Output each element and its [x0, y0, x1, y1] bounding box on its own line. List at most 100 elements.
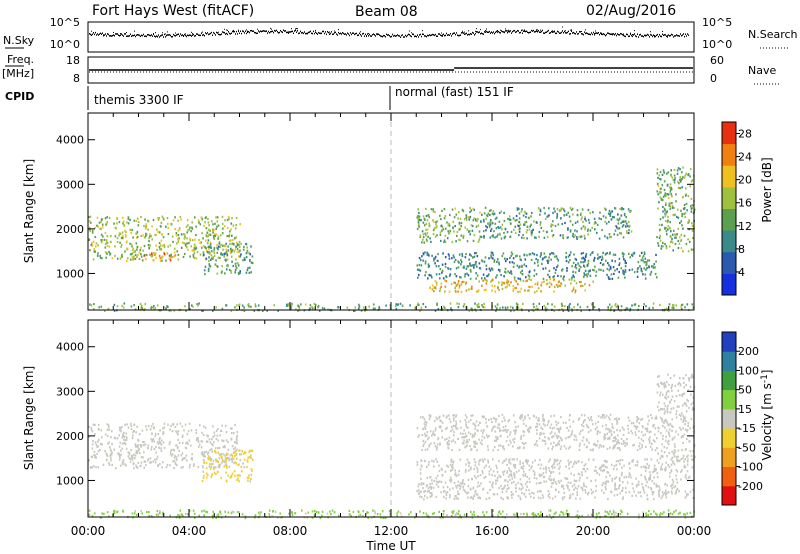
noise-sample [331, 31, 332, 33]
noise-sample [499, 31, 500, 34]
noise-right-tick-bottom: 10^0 [702, 38, 732, 51]
echo-cell [453, 216, 456, 219]
echo-cell [207, 221, 210, 224]
echo-cell [96, 224, 98, 227]
echo-cell [421, 241, 423, 244]
echo-cell [185, 454, 188, 457]
echo-cell [692, 248, 694, 251]
echo-cell [428, 225, 431, 228]
echo-cell [492, 470, 495, 473]
noise-search-sample [485, 30, 486, 32]
echo-cell [426, 240, 428, 243]
echo-cell [212, 231, 214, 234]
noise-sample [653, 34, 654, 36]
echo-cell [515, 483, 517, 486]
echo-cell [231, 217, 233, 220]
echo-cell [657, 176, 659, 180]
echo-cell [246, 269, 249, 272]
echo-cell [645, 264, 648, 267]
echo-cell [268, 509, 271, 512]
echo-cell [143, 244, 146, 248]
echo-cell [592, 280, 594, 283]
echo-cell [673, 206, 675, 209]
noise-search-sample [91, 30, 92, 32]
echo-cell [556, 212, 558, 216]
echo-cell [444, 240, 447, 243]
echo-cell [209, 243, 212, 246]
echo-cell [543, 252, 546, 255]
echo-cell [668, 245, 671, 248]
echo-cell [583, 265, 586, 268]
noise-sample [546, 31, 547, 33]
echo-cell [429, 414, 432, 417]
echo-cell [165, 466, 168, 469]
echo-cell [528, 309, 530, 313]
noise-sample [670, 34, 671, 37]
echo-cell [444, 481, 447, 484]
echo-cell [571, 276, 573, 279]
echo-cell [464, 273, 466, 276]
echo-cell [601, 263, 604, 266]
echo-cell [590, 479, 592, 483]
noise-sample [392, 33, 393, 36]
echo-cell [593, 222, 596, 225]
echo-cell [495, 216, 498, 219]
echo-cell [468, 462, 471, 465]
echo-cell [623, 253, 625, 256]
echo-cell [118, 221, 121, 224]
noise-sample [290, 31, 291, 33]
echo-cell [580, 252, 583, 255]
echo-cell [134, 443, 137, 446]
echo-cell [600, 218, 602, 221]
echo-cell [628, 475, 630, 478]
noise-sample [552, 31, 553, 33]
echo-cell [539, 490, 541, 493]
echo-cell [613, 494, 616, 497]
echo-cell [395, 303, 397, 306]
echo-cell [613, 233, 616, 236]
echo-cell [589, 448, 592, 451]
echo-cell [613, 511, 615, 514]
echo-cell [122, 306, 125, 309]
noise-sample [355, 32, 356, 35]
echo-cell [648, 266, 650, 269]
echo-cell [104, 231, 107, 235]
echo-cell [422, 487, 424, 490]
noise-sample [515, 31, 516, 33]
echo-cell [205, 476, 208, 479]
echo-cell [110, 449, 112, 452]
echo-cell [600, 268, 602, 271]
echo-cell [664, 243, 666, 246]
echo-cell [435, 495, 438, 498]
echo-cell [513, 458, 515, 461]
noise-sample [327, 31, 328, 33]
echo-cell [455, 420, 457, 423]
echo-cell [458, 221, 461, 224]
echo-cell [176, 431, 178, 434]
echo-cell [673, 229, 675, 232]
echo-cell [150, 255, 153, 258]
echo-cell [91, 242, 93, 245]
echo-cell [205, 461, 208, 464]
noise-sample [95, 31, 96, 34]
echo-cell [235, 258, 237, 261]
echo-cell [234, 306, 236, 309]
echo-cell [114, 245, 116, 248]
echo-cell [498, 414, 500, 418]
noise-sample [420, 33, 421, 36]
echo-cell [142, 249, 144, 252]
echo-cell [208, 438, 211, 441]
echo-cell [619, 232, 621, 235]
echo-cell [526, 475, 529, 478]
noise-sample [493, 31, 494, 33]
echo-cell [211, 220, 213, 223]
noise-sample [325, 31, 326, 33]
echo-cell [471, 516, 474, 519]
echo-cell [499, 307, 501, 310]
echo-cell [145, 232, 147, 235]
echo-cell [428, 489, 430, 493]
echo-cell [110, 234, 112, 238]
echo-cell [476, 466, 478, 469]
echo-cell [238, 449, 240, 452]
echo-cell [160, 221, 163, 225]
